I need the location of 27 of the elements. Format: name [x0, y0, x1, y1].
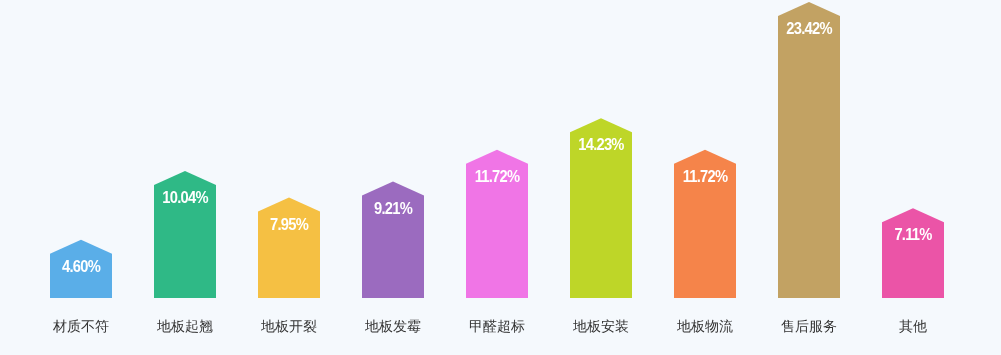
x-tick-label: 地板安装	[572, 318, 629, 334]
bar: 4.60%	[50, 239, 112, 298]
x-tick-label: 售后服务	[781, 318, 837, 334]
bar: 23.42%	[778, 2, 840, 298]
x-tick-label: 甲醛超标	[469, 318, 525, 334]
data-label: 11.72%	[474, 167, 521, 185]
bar: 11.72%	[674, 149, 736, 298]
data-label: 10.04%	[162, 188, 209, 207]
data-label: 9.21%	[373, 199, 414, 217]
bar: 7.95%	[258, 197, 320, 298]
bar: 9.21%	[362, 181, 424, 298]
data-label: 11.72%	[682, 167, 729, 185]
x-tick-label: 地板物流	[676, 318, 733, 334]
data-label: 7.95%	[269, 214, 310, 233]
x-tick-label: 地板发霉	[364, 318, 421, 334]
data-label: 7.11%	[894, 225, 933, 244]
bar: 14.23%	[570, 118, 632, 298]
x-tick-label: 地板开裂	[260, 318, 317, 334]
data-label: 4.60%	[61, 257, 102, 275]
x-tick-label: 地板起翘	[156, 318, 213, 334]
data-label: 14.23%	[578, 135, 625, 154]
bar: 10.04%	[154, 171, 216, 298]
x-tick-label: 其他	[899, 318, 927, 334]
data-label: 23.42%	[786, 19, 833, 38]
bar: 11.72%	[466, 149, 528, 298]
bar: 7.11%	[882, 208, 944, 298]
x-tick-label: 材质不符	[52, 318, 109, 334]
